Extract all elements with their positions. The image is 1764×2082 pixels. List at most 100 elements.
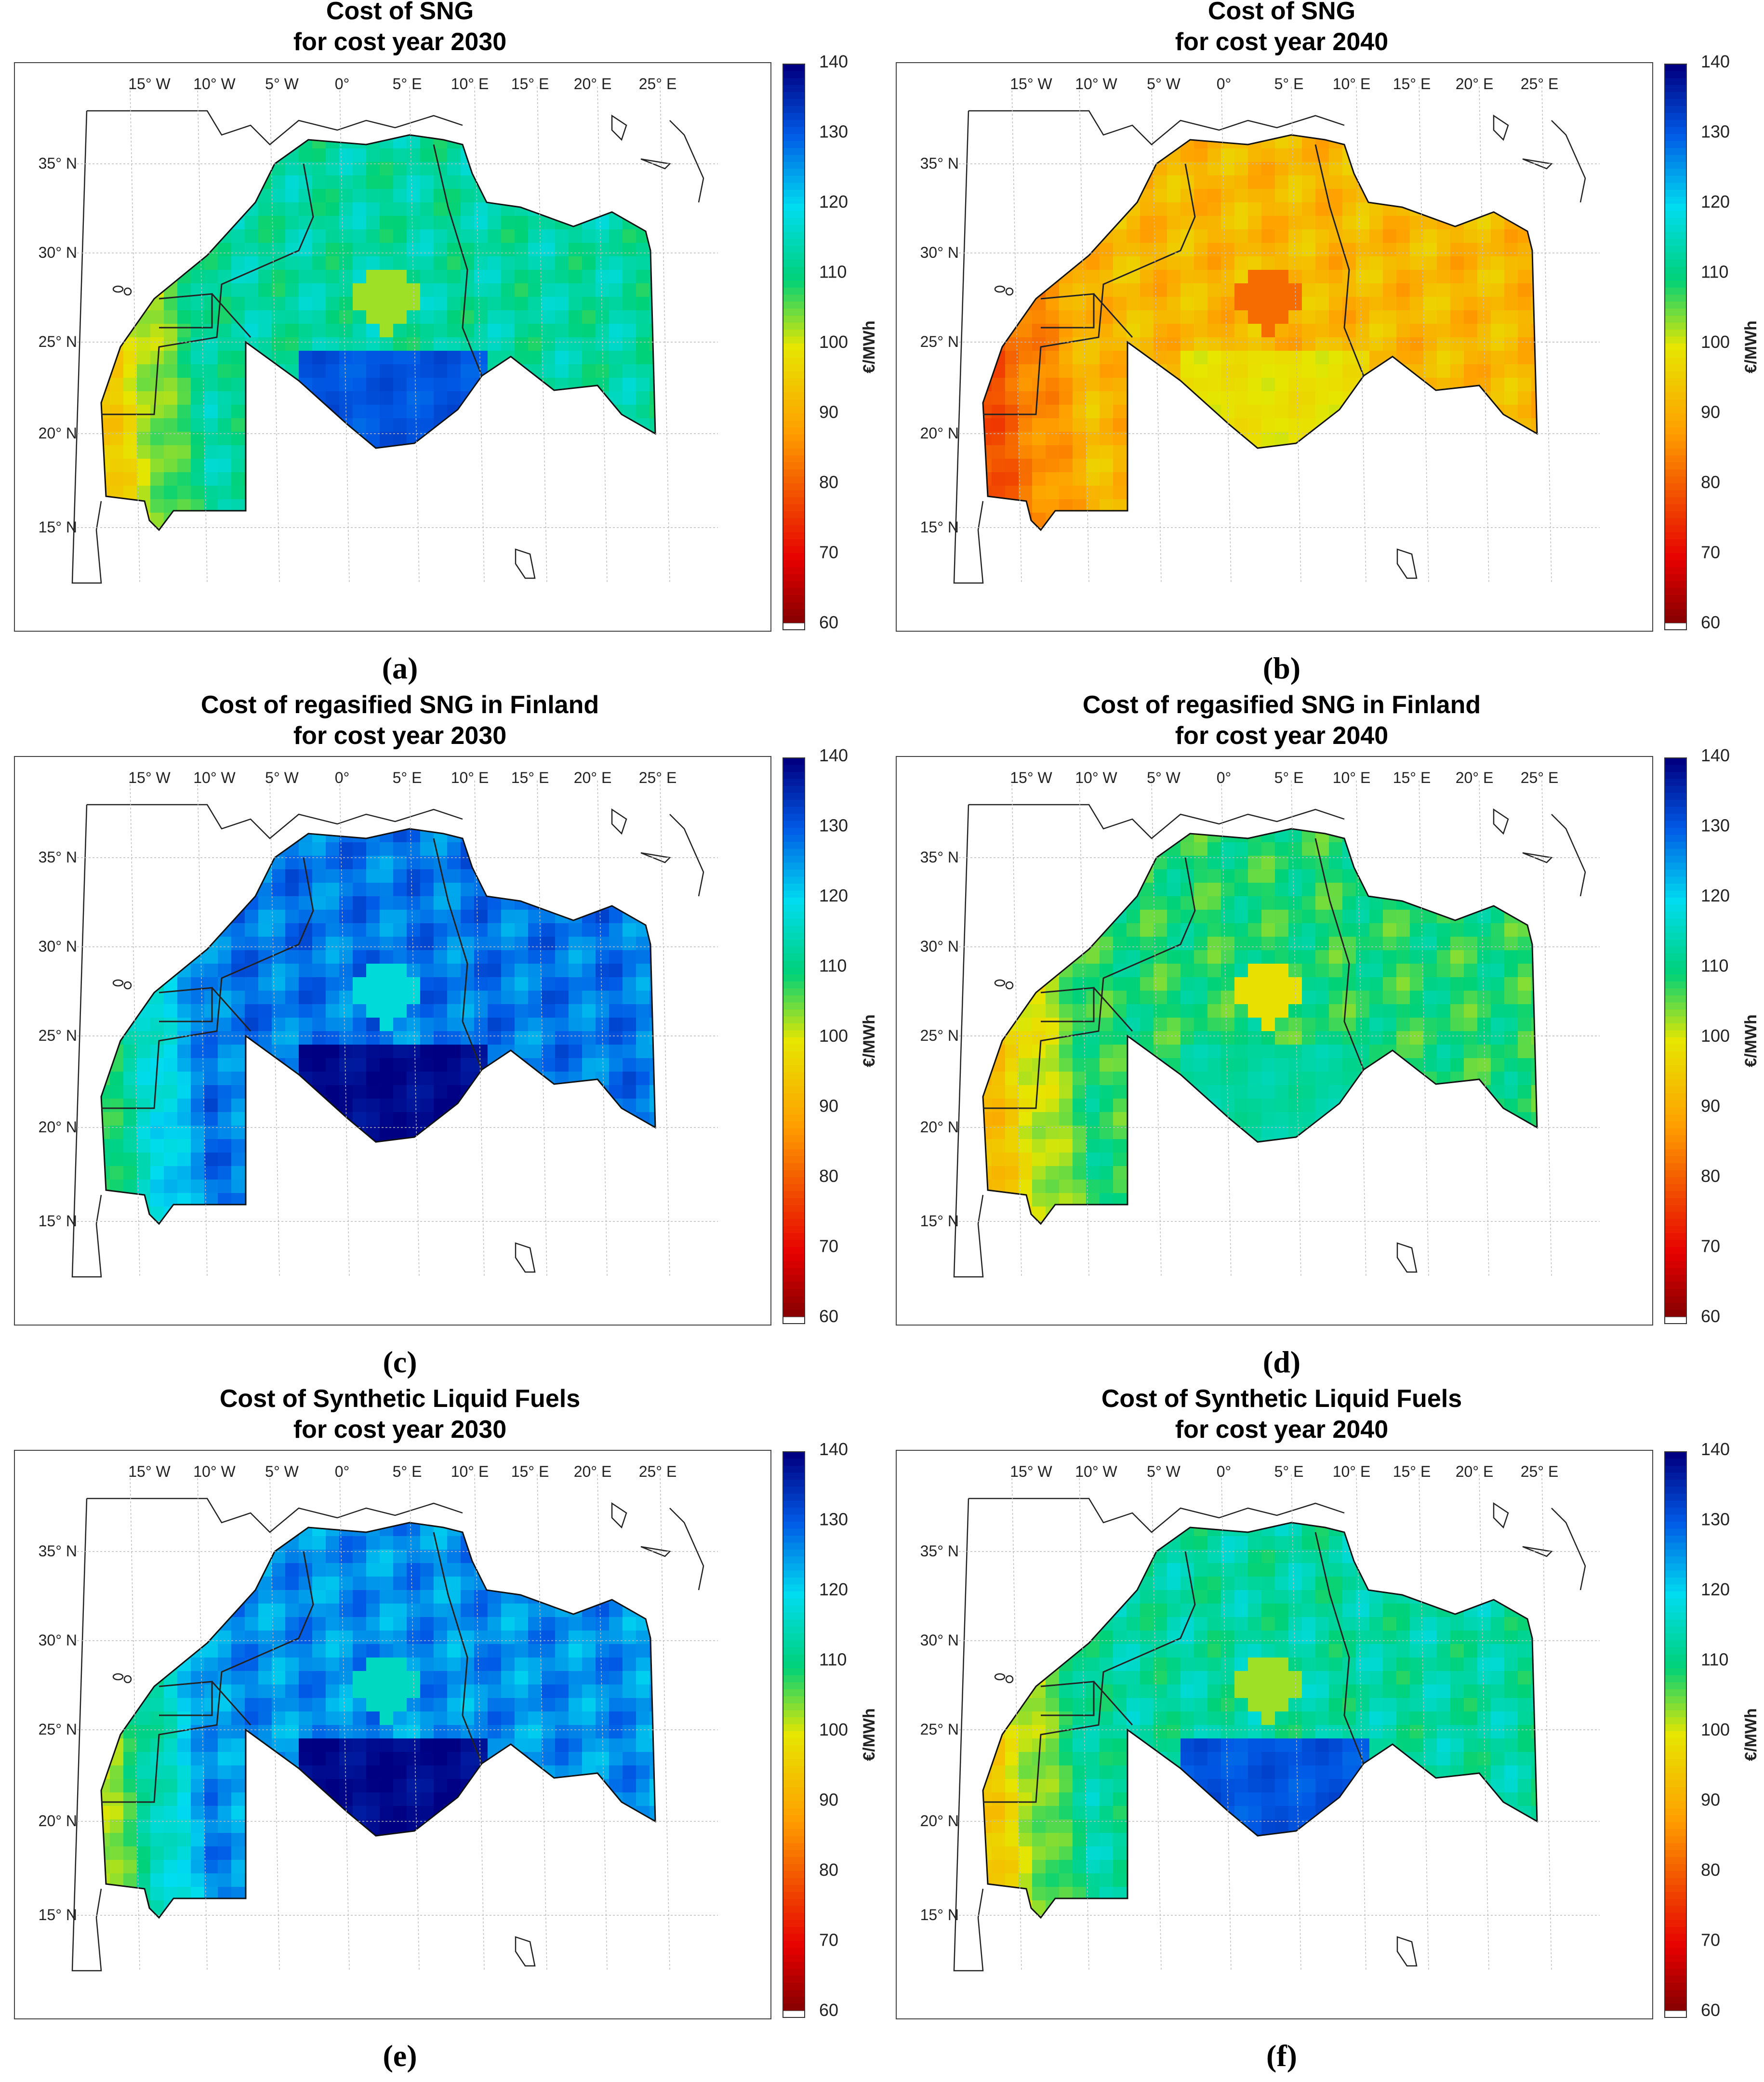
colorbar-segment: [783, 616, 805, 623]
colorbar-segment: [783, 1920, 805, 1927]
colorbar-tick-label: 80: [819, 472, 838, 492]
colorbar-segment: [1665, 1002, 1686, 1010]
colorbar-segment: [783, 1254, 805, 1261]
colorbar-segment: [783, 106, 805, 114]
colorbar-segment: [783, 1009, 805, 1017]
colorbar-segment: [783, 1198, 805, 1206]
colorbar-segment: [783, 1878, 805, 1885]
colorbar-segment: [783, 588, 805, 596]
colorbar-segment: [1665, 960, 1686, 968]
coastline: [71, 110, 704, 584]
lon-tick-label: 10° W: [193, 75, 236, 93]
colorbar-tick-label: 90: [1701, 1790, 1720, 1810]
lat-tick-label: 35° N: [920, 155, 959, 172]
colorbar-segment: [783, 1093, 805, 1101]
lon-tick-label: 10° W: [1075, 75, 1117, 93]
colorbar-segment: [1665, 1072, 1686, 1080]
colorbar-segment: [783, 1466, 805, 1473]
colorbar-segment: [1665, 322, 1686, 330]
lon-tick-label: 25° E: [1521, 75, 1559, 93]
colorbar-tick-label: 70: [1701, 1930, 1720, 1950]
colorbar-segment: [1665, 1675, 1686, 1683]
colorbar-segment: [783, 127, 805, 134]
colorbar-segment: [783, 1794, 805, 1802]
colorbar-segment: [1665, 1480, 1686, 1487]
lat-tick-label: 15° N: [39, 518, 77, 536]
colorbar-segment: [783, 441, 805, 449]
colorbar-segment: [783, 350, 805, 358]
colorbar-segment: [1665, 800, 1686, 808]
colorbar-segment: [1665, 1822, 1686, 1830]
colorbar-segment: [783, 1121, 805, 1129]
lon-tick-label: 10° W: [193, 1463, 236, 1480]
colorbar-segment: [1665, 546, 1686, 554]
colorbar-segment: [1665, 954, 1686, 961]
colorbar-segment: [783, 904, 805, 912]
colorbar-segment: [783, 1191, 805, 1199]
lon-tick-label: 10° E: [451, 769, 489, 786]
colorbar-segment: [783, 1989, 805, 1997]
colorbar-segment: [1665, 141, 1686, 148]
colorbar-segment: [783, 1275, 805, 1283]
colorbar-segment: [783, 448, 805, 456]
colorbar-tick-label: 140: [819, 52, 848, 71]
colorbar-segment: [783, 842, 805, 849]
colorbar-segment: [1665, 169, 1686, 176]
colorbar-segment: [1665, 455, 1686, 463]
colorbar-segment: [1665, 232, 1686, 239]
colorbar-tick-label: 110: [819, 1650, 847, 1670]
colorbar-segment: [783, 78, 805, 86]
colorbar-segment: [1665, 1494, 1686, 1501]
colorbar-segment: [1665, 1591, 1686, 1599]
colorbar-segment: [783, 793, 805, 800]
colorbar-segment: [1665, 1717, 1686, 1725]
colorbar-segment: [1665, 280, 1686, 288]
colorbar-segment: [783, 1668, 805, 1676]
colorbar-segment: [783, 497, 805, 505]
colorbar-segment: [1665, 316, 1686, 323]
colorbar-segment: [1665, 183, 1686, 190]
colorbar-segment: [1665, 176, 1686, 184]
colorbar-segment: [783, 1037, 805, 1045]
colorbar-segment: [1665, 940, 1686, 947]
colorbar-segment: [783, 64, 805, 72]
colorbar-segment: [783, 141, 805, 148]
colorbar-segment: [783, 239, 805, 246]
colorbar-segment: [783, 183, 805, 190]
lon-tick-label: 20° E: [1456, 75, 1494, 93]
lon-tick-label: 15° E: [511, 75, 549, 93]
colorbar-segment: [1665, 1268, 1686, 1275]
colorbar-segment: [783, 1100, 805, 1108]
colorbar-segment: [1665, 779, 1686, 786]
colorbar-segment: [783, 602, 805, 610]
colorbar-segment: [783, 322, 805, 330]
colorbar-segment: [1665, 308, 1686, 316]
country-borders: [983, 144, 1365, 415]
lon-tick-label: 15° W: [1010, 75, 1052, 93]
colorbar-segment: [783, 1661, 805, 1669]
colorbar-segment: [783, 1184, 805, 1192]
colorbar-segment: [1665, 476, 1686, 484]
colorbar-segment: [1665, 239, 1686, 246]
colorbar-segment: [1665, 413, 1686, 421]
colorbar-segment: [783, 1570, 805, 1578]
colorbar-segment: [1665, 1016, 1686, 1024]
lat-tick-label: 35° N: [39, 849, 77, 866]
lat-tick-label: 25° N: [39, 1721, 77, 1738]
colorbar-segment: [783, 974, 805, 982]
colorbar-segment: [783, 399, 805, 407]
graticule: [77, 1474, 718, 1971]
panel-caption: (a): [382, 651, 418, 685]
colorbar: 140 130 120 110 100 90 80 70 60 €/MWh: [783, 745, 878, 1326]
colorbar-segment: [783, 1500, 805, 1508]
lon-tick-label: 5° W: [1147, 1463, 1180, 1480]
colorbar-segment: [783, 1738, 805, 1746]
colorbar-segment: [1665, 1892, 1686, 1899]
lon-tick-label: 10° W: [1075, 1463, 1117, 1480]
colorbar-tick-label: 90: [1701, 1096, 1720, 1116]
colorbar-segment: [783, 1310, 805, 1317]
colorbar-segment: [1665, 1997, 1686, 2004]
colorbar-segment: [783, 1480, 805, 1487]
colorbar-segment: [783, 316, 805, 323]
colorbar-segment: [783, 169, 805, 176]
